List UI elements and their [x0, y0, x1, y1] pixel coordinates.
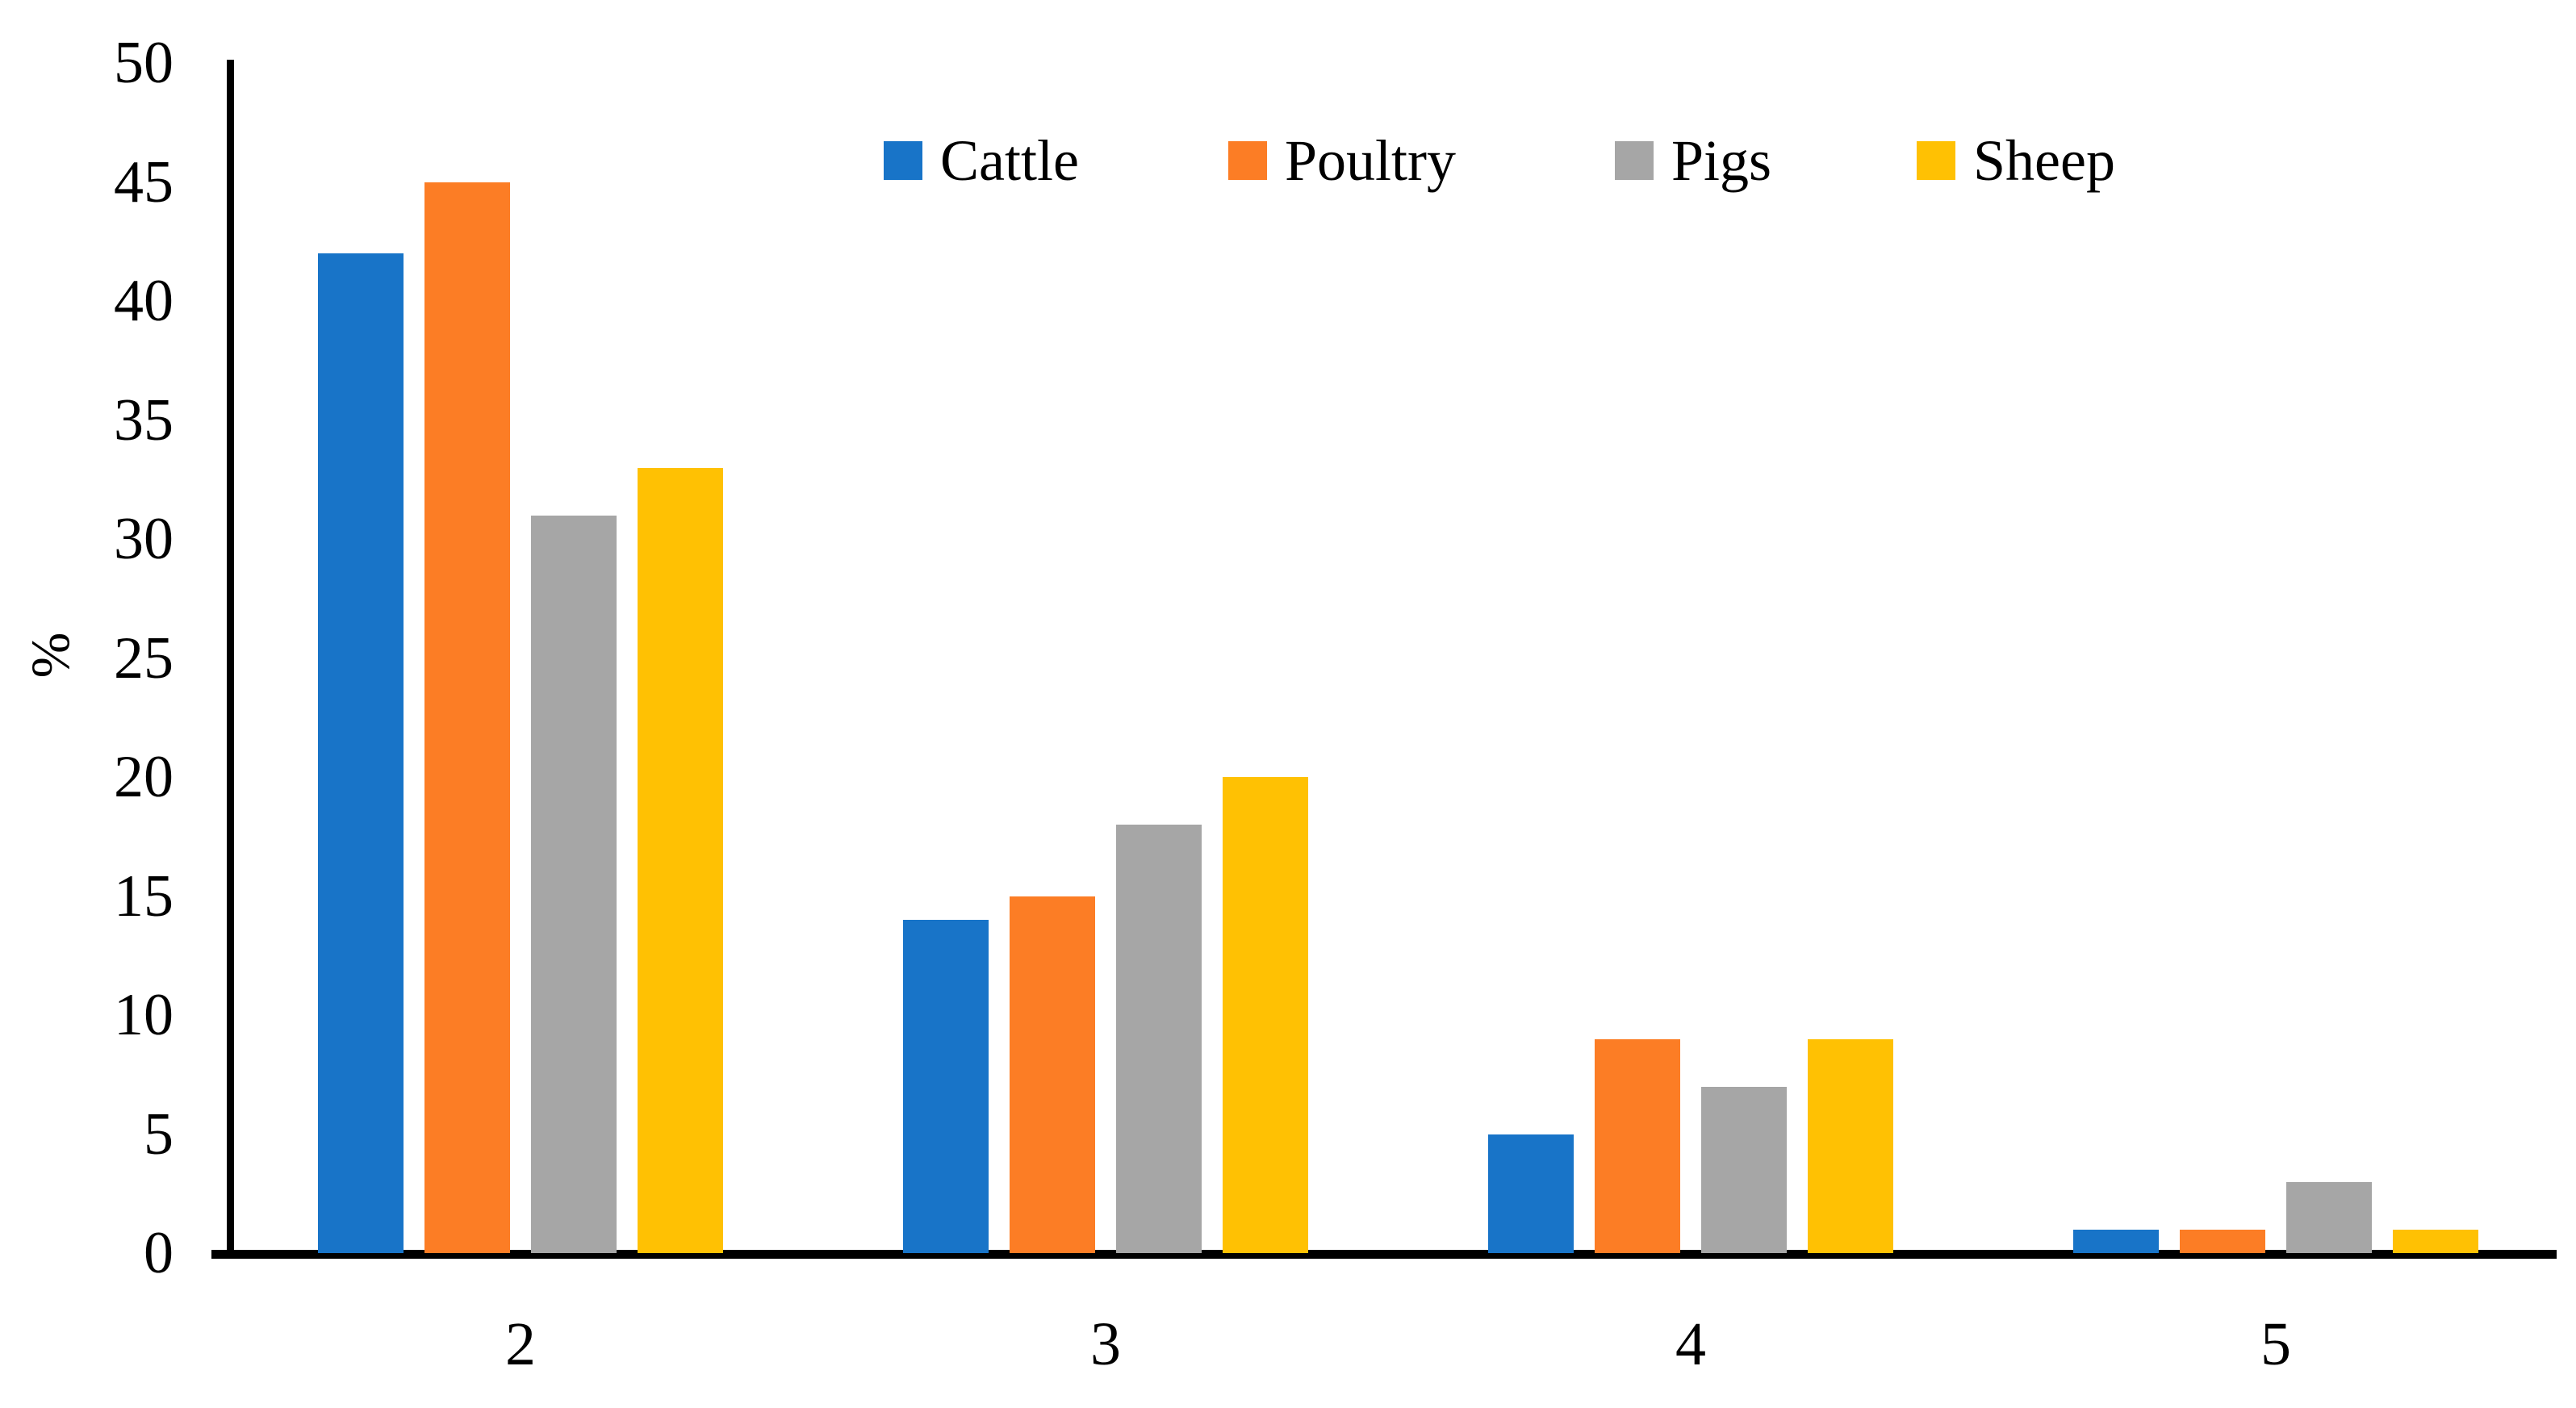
y-tick-label: 20: [114, 744, 174, 810]
x-tick-label: 5: [2260, 1310, 2291, 1378]
y-tick-label: 25: [114, 625, 174, 691]
y-tick-label: 15: [114, 863, 174, 930]
bar-poultry-x4: [1595, 1038, 1680, 1253]
y-tick-label: 40: [114, 268, 174, 334]
legend-item-cattle: Cattle: [884, 132, 1079, 190]
x-axis-line: [211, 1250, 2557, 1259]
bar-poultry-x3: [1010, 896, 1095, 1253]
x-tick-label: 4: [1675, 1310, 1706, 1378]
bar-sheep-x3: [1223, 777, 1308, 1253]
legend-swatch-icon: [884, 141, 922, 180]
bar-pigs-x2: [531, 515, 617, 1253]
y-tick-label: 45: [114, 148, 174, 215]
y-tick-label: 30: [114, 506, 174, 572]
y-tick-label: 50: [114, 30, 174, 96]
bar-sheep-x4: [1808, 1038, 1893, 1253]
y-tick-label: 35: [114, 386, 174, 453]
bar-cattle-x4: [1488, 1134, 1574, 1253]
legend-label: Sheep: [1973, 128, 2115, 193]
legend-label: Poultry: [1285, 128, 1457, 193]
bar-sheep-x5: [2393, 1229, 2478, 1253]
legend-swatch-icon: [1615, 141, 1654, 180]
y-tick-label: 5: [144, 1101, 174, 1168]
legend-label: Pigs: [1671, 128, 1772, 193]
y-tick-label: 10: [114, 982, 174, 1048]
x-tick-label: 2: [505, 1310, 536, 1378]
bar-poultry-x5: [2180, 1229, 2265, 1253]
x-tick-label: 3: [1090, 1310, 1121, 1378]
legend-swatch-icon: [1917, 141, 1955, 180]
bar-cattle-x2: [318, 253, 404, 1253]
legend-label: Cattle: [940, 128, 1079, 193]
bar-pigs-x5: [2286, 1181, 2372, 1253]
y-axis-line: [227, 60, 234, 1256]
bar-pigs-x4: [1701, 1086, 1787, 1253]
legend-item-pigs: Pigs: [1615, 132, 1771, 190]
bar-cattle-x3: [903, 920, 989, 1253]
bar-pigs-x3: [1116, 825, 1202, 1253]
y-tick-label: 0: [144, 1220, 174, 1286]
legend-swatch-icon: [1228, 141, 1267, 180]
legend-item-poultry: Poultry: [1228, 132, 1456, 190]
bar-cattle-x5: [2073, 1229, 2159, 1253]
bar-sheep-x2: [638, 467, 723, 1253]
bar-poultry-x2: [424, 182, 510, 1253]
legend-item-sheep: Sheep: [1917, 132, 2115, 190]
